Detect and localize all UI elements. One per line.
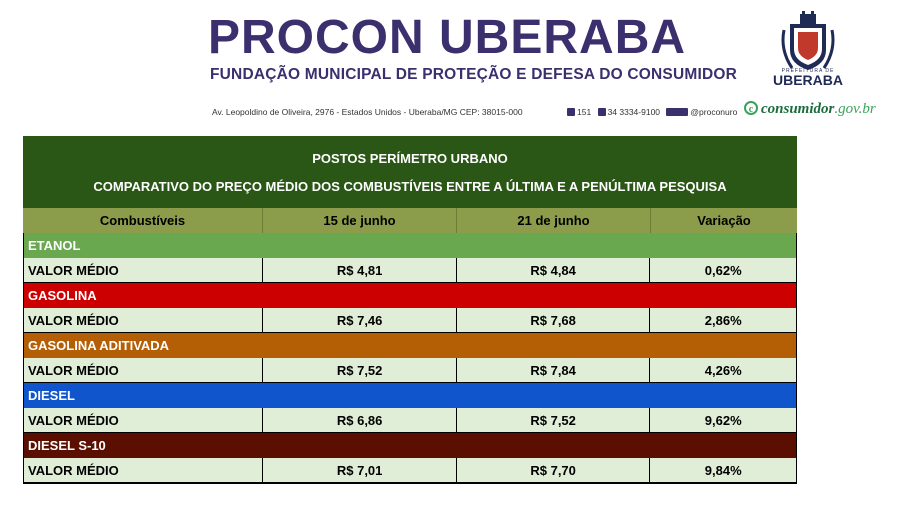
row-label: VALOR MÉDIO bbox=[24, 408, 264, 432]
city-crest-icon bbox=[781, 11, 835, 70]
price-cell: R$ 7,70 bbox=[457, 458, 651, 482]
price-cell: R$ 7,01 bbox=[263, 458, 457, 482]
address-text: Av. Leopoldino de Oliveira, 2976 - Estad… bbox=[212, 107, 523, 117]
table-row: VALOR MÉDIO R$ 4,81 R$ 4,84 0,62% bbox=[24, 258, 796, 283]
category-row: GASOLINA bbox=[24, 283, 796, 308]
table-subtitle: COMPARATIVO DO PREÇO MÉDIO DOS COMBUSTÍV… bbox=[93, 179, 727, 194]
category-row: DIESEL bbox=[24, 383, 796, 408]
column-header: Combustíveis bbox=[23, 208, 263, 233]
table-row: VALOR MÉDIO R$ 6,86 R$ 7,52 9,62% bbox=[24, 408, 796, 433]
price-cell: R$ 7,68 bbox=[457, 308, 651, 332]
table-row: VALOR MÉDIO R$ 7,46 R$ 7,68 2,86% bbox=[24, 308, 796, 333]
category-row: GASOLINA ADITIVADA bbox=[24, 333, 796, 358]
page-subtitle: FUNDAÇÃO MUNICIPAL DE PROTEÇÃO E DEFESA … bbox=[210, 66, 737, 83]
page-title: PROCON UBERABA bbox=[208, 11, 687, 64]
contact-info: 151 34 3334-9100 @proconuro bbox=[567, 107, 737, 117]
column-header: 21 de junho bbox=[457, 208, 651, 233]
variation-cell: 9,62% bbox=[704, 412, 742, 428]
price-cell: R$ 6,86 bbox=[263, 408, 457, 432]
brand-main: consumidor bbox=[761, 101, 835, 117]
social-icons bbox=[666, 108, 689, 116]
social-handle: @proconuro bbox=[690, 107, 738, 117]
price-cell: R$ 4,81 bbox=[263, 258, 457, 282]
price-cell: R$ 7,46 bbox=[263, 308, 457, 332]
row-label: VALOR MÉDIO bbox=[24, 358, 264, 382]
phone-short: 151 bbox=[577, 107, 592, 117]
variation-cell: 4,26% bbox=[704, 362, 742, 378]
variation-cell: 2,86% bbox=[704, 312, 742, 328]
column-header: 15 de junho bbox=[263, 208, 457, 233]
category-row: ETANOL bbox=[24, 233, 796, 258]
whatsapp-icon bbox=[597, 108, 606, 116]
consumidor-gov-logo: c consumidor.gov.br bbox=[744, 101, 876, 118]
table-header-row: Combustíveis 15 de junho 21 de junho Var… bbox=[23, 208, 797, 233]
price-cell: R$ 7,52 bbox=[457, 408, 651, 432]
price-cell: R$ 7,52 bbox=[263, 358, 457, 382]
price-table: POSTOS PERÍMETRO URBANO COMPARATIVO DO P… bbox=[23, 136, 797, 484]
row-label: VALOR MÉDIO bbox=[24, 308, 264, 332]
table-row: VALOR MÉDIO R$ 7,52 R$ 7,84 4,26% bbox=[24, 358, 796, 383]
price-cell: R$ 4,84 bbox=[457, 258, 651, 282]
phone-icon bbox=[567, 108, 575, 116]
brand-suffix: .gov.br bbox=[834, 101, 876, 117]
consumidor-c-icon: c bbox=[744, 101, 758, 115]
table-body: ETANOL VALOR MÉDIO R$ 4,81 R$ 4,84 0,62%… bbox=[23, 233, 797, 484]
phone-number: 34 3334-9100 bbox=[607, 107, 661, 117]
variation-cell: 9,84% bbox=[704, 462, 742, 478]
crest-small-label: PREFEITURA DE bbox=[781, 68, 835, 74]
price-cell: R$ 7,84 bbox=[457, 358, 651, 382]
row-label: VALOR MÉDIO bbox=[24, 258, 264, 282]
table-banner: POSTOS PERÍMETRO URBANO COMPARATIVO DO P… bbox=[23, 136, 797, 208]
category-row: DIESEL S-10 bbox=[24, 433, 796, 458]
variation-cell: 0,62% bbox=[704, 262, 742, 278]
column-header: Variação bbox=[697, 213, 751, 228]
table-row: VALOR MÉDIO R$ 7,01 R$ 7,70 9,84% bbox=[24, 458, 796, 483]
crest-city-label: UBERABA bbox=[773, 72, 843, 88]
row-label: VALOR MÉDIO bbox=[24, 458, 264, 482]
table-title: POSTOS PERÍMETRO URBANO bbox=[312, 151, 508, 166]
